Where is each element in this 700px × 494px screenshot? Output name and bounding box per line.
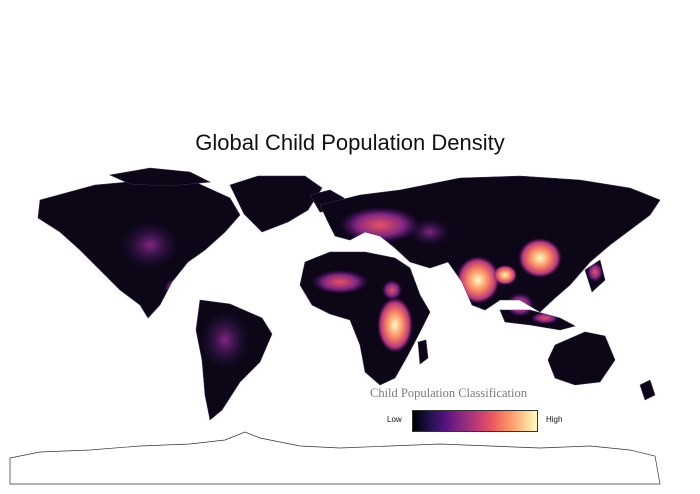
arctic-islands: [108, 167, 212, 187]
greenland: [229, 175, 323, 233]
legend-low-label: Low: [387, 415, 402, 424]
antarctica: [9, 431, 661, 485]
australia: [547, 331, 616, 386]
madagascar: [417, 339, 429, 365]
legend-title: Child Population Classification: [370, 386, 527, 400]
new-zealand: [639, 379, 656, 401]
map-title: Global Child Population Density: [195, 130, 505, 155]
continents: [37, 167, 661, 421]
legend-high-label: High: [546, 415, 563, 424]
legend-color-bar: [412, 410, 538, 432]
